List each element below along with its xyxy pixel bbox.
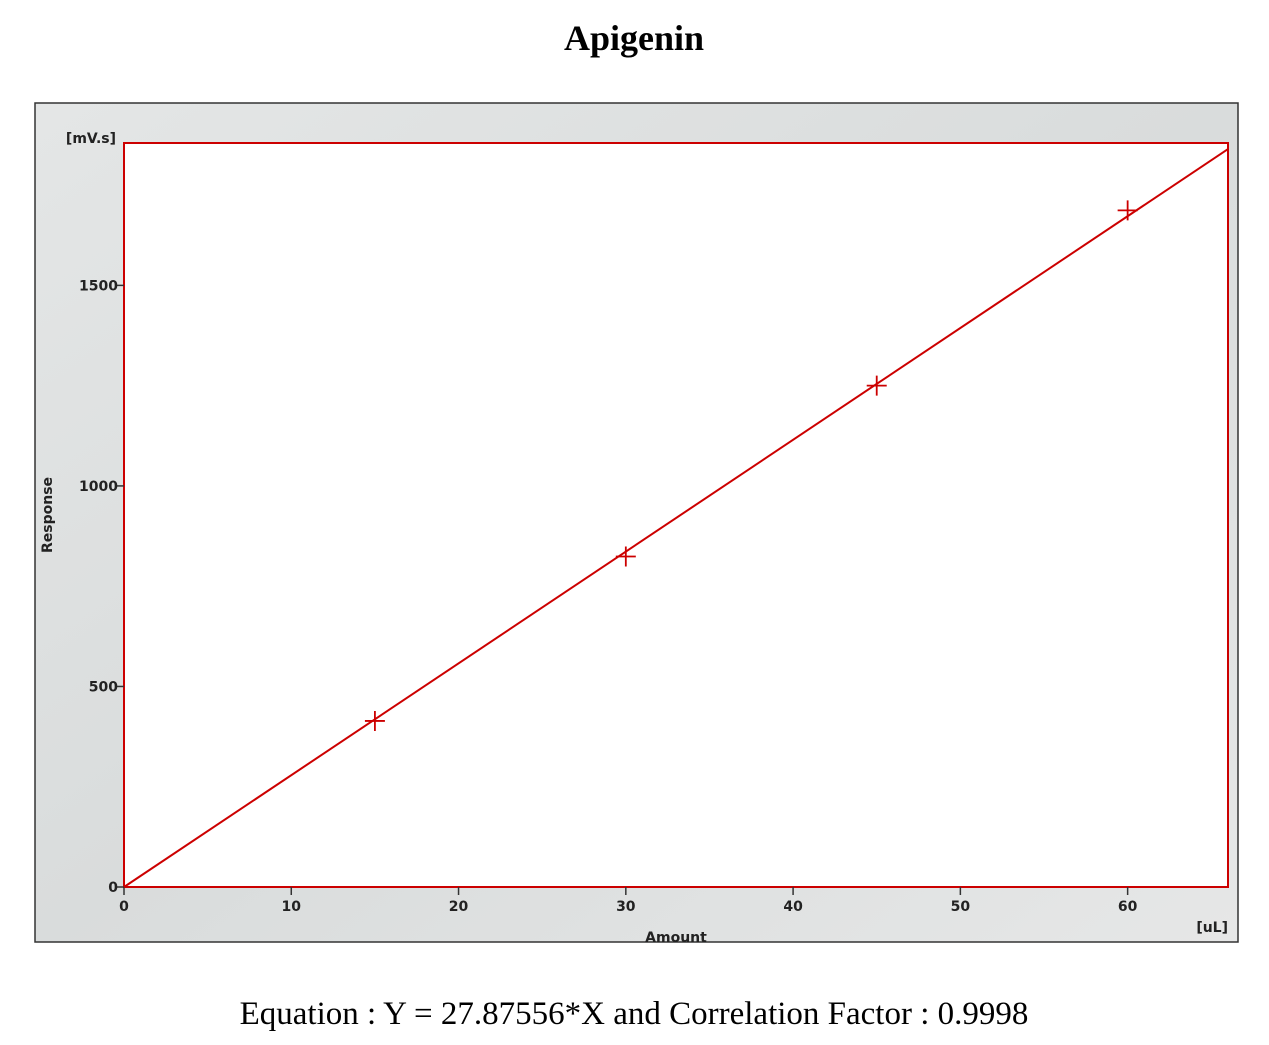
x-tick-label: 10 [282,899,302,915]
x-tick-label: 0 [119,899,129,915]
x-tick-label: 20 [449,899,469,915]
marker [866,375,887,396]
chart-title: Apigenin [564,18,704,58]
x-tick-label: 30 [616,899,636,915]
caption: Equation : Y = 27.87556*X and Correlatio… [240,996,1029,1032]
x-axis-label: Amount [645,930,707,946]
y-unit: [mV.s] [66,131,116,147]
trendline [123,148,1229,888]
y-axis-label: Response [40,477,56,553]
marker [615,546,636,567]
marker [1117,200,1138,221]
x-tick-label: 60 [1118,899,1138,915]
y-tick-label: 0 [108,880,118,896]
x-tick-label: 40 [783,899,803,915]
y-tick-label: 500 [89,679,118,695]
y-tick-label: 1500 [79,278,118,294]
x-tick-label: 50 [951,899,971,915]
marker [364,710,385,731]
x-unit: [uL] [1196,920,1228,936]
y-tick-label: 1000 [79,479,118,495]
